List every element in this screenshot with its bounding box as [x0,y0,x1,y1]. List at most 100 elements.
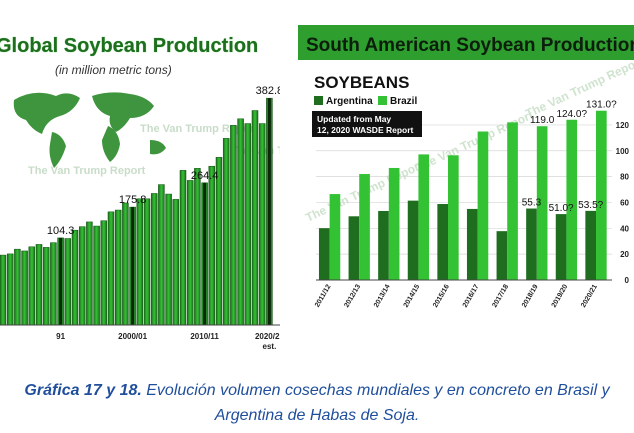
x-tick-label: 2017/18 [491,283,510,309]
global-chart-title: Global Soybean Production [0,35,258,57]
legend-label: Argentina [326,96,373,107]
global-bar [172,199,180,326]
argentina-bar [437,204,449,280]
global-bar [42,247,50,326]
global-bar [179,170,187,326]
legend-label: Brazil [390,96,417,107]
world-map-graphic [13,92,166,168]
x-tick-label: 2011/12 [314,283,333,308]
global-bar [64,238,72,326]
note-text-line: Updated from May [317,114,391,124]
watermark-text: The Van Trump Report [140,123,258,135]
caption-text: Evolución volumen cosechas mundiales y e… [141,382,610,424]
x-tick-label: 2014/15 [403,283,422,309]
x-tick-label: 2019/20 [551,283,570,309]
global-bar [186,180,194,326]
global-bar [237,118,244,326]
global-bar [71,229,79,326]
global-x-tick-label: 2020/21 [255,332,280,341]
x-tick-label: 2013/14 [373,283,392,309]
global-bar [251,110,259,326]
global-data-label: 104.3 [47,225,75,237]
global-bar [122,202,129,326]
global-bar [35,244,43,326]
global-bar [230,125,237,326]
global-bar [14,248,21,326]
global-bar [158,184,165,326]
global-bar [93,225,100,326]
y-tick-label: 80 [620,173,629,182]
x-tick-label: 2012/13 [343,283,362,309]
global-bar [244,123,252,326]
note-text-line: 12, 2020 WASDE Report [317,125,414,135]
brazil-bar [507,122,518,280]
y-tick-label: 20 [620,250,629,259]
global-x-tick-label: 2000/01 [118,332,147,341]
soybeans-label: SOYBEANS [314,73,409,92]
note-box [312,111,422,137]
south-american-header-band [298,25,634,60]
argentina-bar [348,216,360,280]
brazil-bar [418,154,430,280]
estimate-label: est. [263,342,277,351]
global-bar [78,226,86,326]
y-tick-label: 60 [620,198,629,207]
global-bar [21,250,28,326]
global-bar [215,157,223,326]
argentina-bar [466,208,478,280]
global-bar [6,253,14,326]
brazil-bar [566,119,578,280]
global-data-label: 264.4 [191,170,219,182]
global-bar [222,138,230,326]
global-bar [107,211,115,326]
global-data-label: 382.8 [256,85,280,97]
x-tick-label: 2015/16 [432,283,451,309]
global-data-label: 175.8 [119,194,147,206]
global-bar [28,246,36,326]
global-bar [194,168,201,326]
south-american-data-label: 119.0 [530,115,555,126]
y-tick-label: 40 [620,224,629,233]
argentina-bar [555,214,567,280]
global-bar [208,165,216,326]
argentina-bar [496,231,508,280]
global-bar [136,198,144,326]
south-american-data-label: 55.3 [522,198,542,209]
y-tick-label: 120 [616,121,630,130]
global-bar [150,193,158,326]
watermark-text: The Van Trump Report [28,165,146,177]
south-american-data-label: 131.0? [586,100,617,111]
highlight-bar-marker [131,207,135,325]
argentina-bar [585,210,597,280]
caption-label: Gráfica 17 y 18. [24,382,142,399]
brazil-bar [448,155,459,280]
argentina-bar [407,200,419,280]
global-bar [114,209,122,326]
global-soybean-chart-panel: The Van Trump Report The Van Trump Report… [0,22,280,354]
legend-swatch-brazil [378,96,387,105]
south-american-data-label: 53.5? [578,200,603,211]
global-x-tick-label: 91 [56,332,65,341]
global-bar [50,242,57,326]
south-american-chart-title: South American Soybean Production [306,35,634,56]
global-bar [143,198,151,326]
brazil-bar [596,110,607,280]
south-american-data-label: 51.0? [549,203,574,214]
x-tick-label: 2016/17 [462,283,481,309]
global-bar [0,254,7,326]
x-tick-label: 2018/19 [521,283,540,309]
brazil-bar [536,126,548,280]
argentina-bar [526,208,537,280]
global-chart-subtitle: (in million metric tons) [55,63,172,77]
global-soybean-chart: The Van Trump Report The Van Trump Report… [0,35,280,351]
y-tick-label: 0 [625,276,630,285]
global-bar [100,220,108,326]
argentina-bar [318,228,330,280]
x-tick-label: 2020/21 [580,283,599,309]
highlight-bar-marker [59,237,63,325]
highlight-bar-marker [267,98,271,325]
brazil-bar [477,131,489,280]
highlight-bar-marker [203,182,207,325]
y-tick-label: 100 [616,147,630,156]
